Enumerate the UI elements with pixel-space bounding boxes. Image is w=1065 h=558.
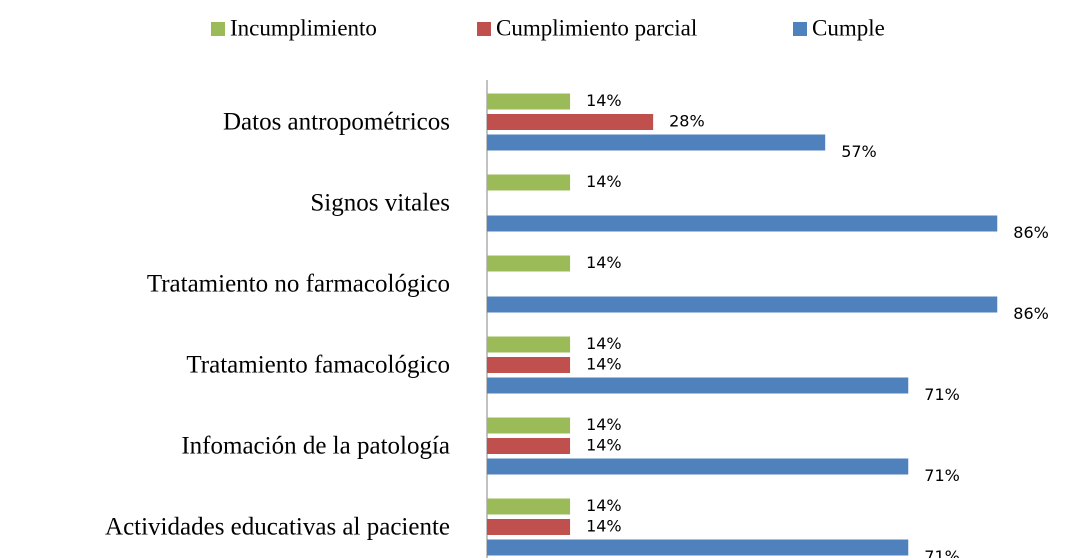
- bar: [487, 114, 654, 130]
- data-label: 14%: [586, 334, 622, 353]
- bar: [487, 539, 909, 556]
- data-label: 14%: [586, 496, 622, 515]
- bar: [487, 255, 571, 272]
- category-label: Tratamiento famacológico: [186, 352, 450, 379]
- legend-label: Cumple: [812, 15, 885, 40]
- bar: [487, 498, 571, 515]
- bar: [487, 417, 571, 434]
- bar: [487, 377, 909, 394]
- category-label: Tratamiento no farmacológico: [147, 271, 450, 298]
- bar: [487, 134, 826, 151]
- category-label: Datos antropométricos: [223, 109, 450, 136]
- bar: [487, 438, 571, 454]
- legend-swatch: [211, 22, 225, 36]
- data-label: 14%: [586, 355, 622, 374]
- category-label: Actividades educativas al paciente: [105, 514, 450, 541]
- bar: [487, 357, 571, 373]
- category-label: Signos vitales: [310, 190, 450, 217]
- legend-swatch: [793, 22, 807, 36]
- data-label: 14%: [586, 91, 622, 110]
- bar: [487, 336, 571, 353]
- data-label: 14%: [586, 415, 622, 434]
- bar: [487, 296, 998, 313]
- category-label: Infomación de la patología: [181, 433, 450, 460]
- bar: [487, 174, 571, 191]
- data-label: 71%: [924, 547, 960, 558]
- data-label: 14%: [586, 517, 622, 536]
- bar: [487, 215, 998, 232]
- data-label: 14%: [586, 172, 622, 191]
- data-label: 71%: [924, 466, 960, 485]
- data-label: 71%: [924, 385, 960, 404]
- data-label: 86%: [1013, 223, 1049, 242]
- data-label: 86%: [1013, 304, 1049, 323]
- bar: [487, 519, 571, 535]
- data-label: 14%: [586, 436, 622, 455]
- bar: [487, 93, 571, 110]
- legend-swatch: [477, 22, 491, 36]
- data-label: 14%: [586, 253, 622, 272]
- data-label: 57%: [841, 142, 877, 161]
- legend-label: Incumplimiento: [230, 15, 377, 40]
- legend-label: Cumplimiento parcial: [496, 15, 697, 40]
- data-label: 28%: [669, 112, 705, 131]
- bar: [487, 458, 909, 475]
